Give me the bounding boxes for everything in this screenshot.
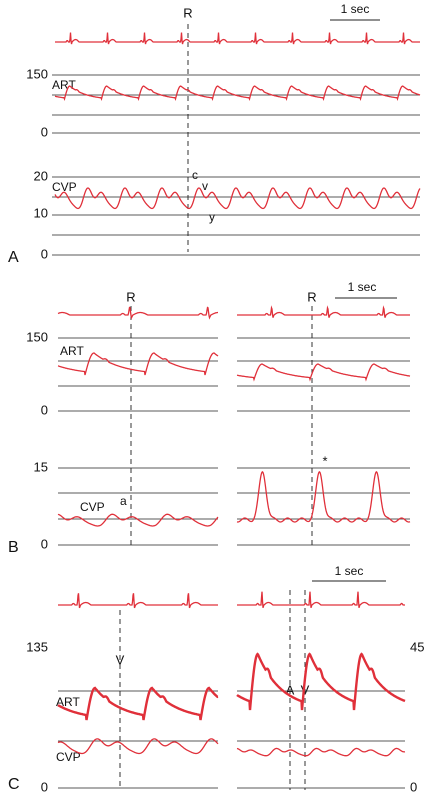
scale-label: 1 sec [335,564,364,578]
wave-label: a [120,494,127,508]
trace-label: CVP [80,500,105,514]
axis-label: 135 [26,639,48,654]
panel-label: A [8,249,19,266]
axis-label: 0 [41,124,48,139]
axis-label: 0 [410,779,417,794]
waveform [57,306,218,320]
waveform [236,652,406,711]
axis-label: 10 [34,205,48,220]
waveform [237,591,405,608]
r-marker: R [307,289,316,304]
panel-label: B [8,539,19,556]
scale-label: 1 sec [341,2,370,16]
r-marker: R [183,5,192,20]
trace-label: ART [52,78,76,92]
axis-label: 0 [41,779,48,794]
axis-label: 0 [41,536,48,551]
waveform [236,471,411,523]
axis-label: 0 [41,246,48,261]
axis-label: 45 [410,639,424,654]
scale-label: 1 sec [348,280,377,294]
trace-label: ART [60,344,84,358]
waveform [54,85,421,102]
axis-label: 150 [26,329,48,344]
waveform [57,513,219,527]
waveform [237,305,410,318]
axis-label: 15 [34,459,48,474]
wave-label: c [192,168,198,182]
trace-label: CVP [52,180,77,194]
axis-label: 150 [26,66,48,81]
waveform [55,32,420,45]
r-marker: R [126,289,135,304]
axis-label: 20 [34,168,48,183]
waveform [236,747,406,757]
waveform [57,686,219,721]
waveform [57,352,219,376]
waveform [57,738,219,755]
trace-label: ART [56,695,80,709]
trace-label: CVP [56,750,81,764]
waveform [58,593,218,609]
panel-label: C [8,776,20,793]
peak-marker: * [322,453,327,468]
waveform [54,187,421,210]
wave-label: v [202,179,208,193]
wave-label: y [209,210,215,224]
axis-label: 0 [41,402,48,417]
waveform [236,363,411,382]
